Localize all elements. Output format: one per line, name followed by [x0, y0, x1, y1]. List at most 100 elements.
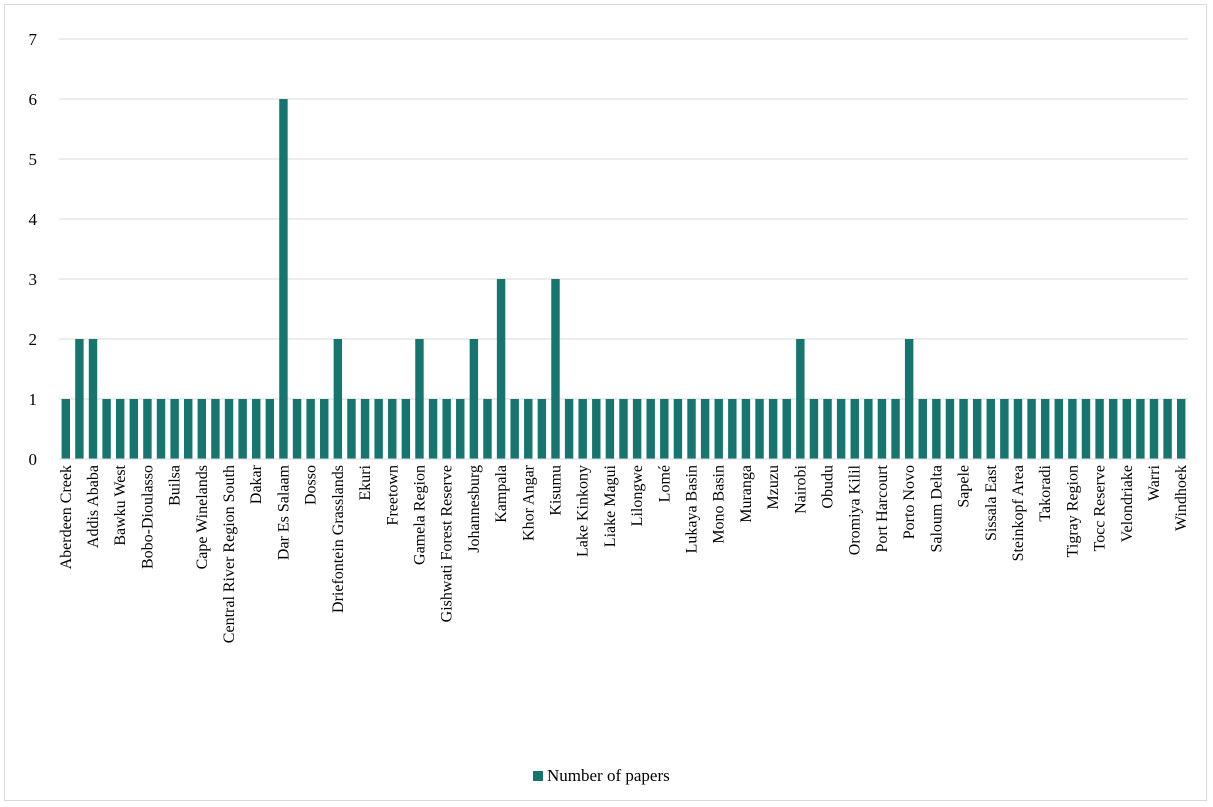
bar: [673, 399, 683, 459]
x-category-label: Aberdeen Creek: [58, 465, 75, 569]
bar: [75, 339, 84, 459]
bar: [252, 399, 261, 459]
bar: [632, 399, 642, 459]
bar: [442, 399, 451, 459]
bar: [768, 399, 778, 459]
legend-label: Number of papers: [547, 766, 670, 785]
bar: [809, 399, 819, 459]
bar: [129, 399, 139, 459]
x-category-label: Dosso: [303, 465, 320, 505]
bar: [700, 399, 710, 459]
x-category-label: Sissala East: [983, 464, 1000, 541]
bar: [496, 279, 506, 459]
y-axis-tick-labels: 0 1 2 3 4 5 6 7: [29, 30, 38, 469]
bar: [537, 399, 547, 459]
y-tick-label: 3: [29, 270, 38, 289]
bar: [238, 399, 247, 459]
bar: [959, 399, 968, 459]
bar: [156, 399, 166, 459]
gridlines: [59, 38, 1188, 400]
bar: [265, 399, 275, 459]
x-category-label: Lukaya Basin: [684, 465, 701, 553]
x-category-label: Kisumu: [547, 465, 564, 516]
bar: [279, 99, 288, 459]
bar: [1054, 399, 1063, 459]
bar: [877, 399, 887, 459]
bar: [578, 399, 587, 459]
bar: [1136, 399, 1145, 459]
x-category-label: Obudu: [820, 465, 837, 509]
bar: [115, 399, 125, 459]
bar: [401, 399, 411, 459]
y-tick-label: 1: [29, 390, 38, 409]
bar: [836, 399, 846, 459]
bar: [170, 399, 179, 459]
bar: [564, 399, 574, 459]
bar: [782, 399, 791, 459]
bar: [428, 399, 438, 459]
bar: [1122, 399, 1132, 459]
x-category-label: Saloum Delta: [928, 465, 945, 553]
bar: [619, 399, 628, 459]
x-category-label: Cape Winelands: [194, 465, 211, 569]
bar: [660, 399, 669, 459]
bar: [1176, 399, 1186, 459]
bar: [1000, 399, 1009, 459]
bar: [88, 339, 98, 459]
bar: [374, 399, 383, 459]
x-category-label: Lomé: [656, 465, 673, 502]
bar: [306, 399, 315, 459]
x-category-label: Velondriake: [1119, 465, 1136, 542]
y-tick-label: 4: [29, 210, 38, 229]
bar: [592, 399, 601, 459]
bar: [333, 339, 343, 459]
bar: [1081, 399, 1091, 459]
x-category-label: Sapele: [956, 465, 973, 508]
x-category-label: Builsa: [167, 465, 184, 506]
bar: [61, 399, 71, 459]
x-category-label: Porto Novo: [901, 465, 918, 539]
y-tick-label: 5: [29, 150, 38, 169]
x-category-label: Steinkopf Area: [1010, 465, 1027, 561]
bar: [456, 399, 465, 459]
y-tick-label: 7: [29, 30, 38, 49]
y-tick-label: 6: [29, 90, 38, 109]
bar: [755, 399, 764, 459]
x-category-label: Oromiya Kilil: [847, 464, 864, 555]
bar: [102, 399, 111, 459]
bar: [605, 399, 615, 459]
bar: [986, 399, 995, 459]
x-axis-category-labels: Aberdeen Creek Addis Ababa Bawku West Bobo-…: [58, 464, 1190, 643]
bar: [850, 399, 859, 459]
bar: [687, 399, 696, 459]
bar: [945, 399, 955, 459]
x-category-label: Dakar: [248, 464, 265, 504]
bar: [904, 339, 914, 459]
x-category-label: Lilongwe: [629, 465, 646, 526]
bar: [646, 399, 655, 459]
bar: [388, 399, 397, 459]
bar: [211, 399, 220, 459]
bar: [469, 339, 479, 459]
x-category-label: Gamela Region: [411, 465, 428, 565]
x-category-label: Driefontein Grasslands: [330, 465, 347, 613]
bar: [524, 399, 533, 459]
x-category-label: Nairobi: [792, 464, 809, 513]
x-category-label: Bawku West: [112, 464, 129, 545]
x-category-label: Khor Angar: [520, 464, 537, 541]
x-category-label: Windhoek: [1173, 465, 1190, 531]
x-category-label: Addis Ababa: [85, 465, 102, 548]
bar-chart: 0 1 2 3 4 5 6 7 Aberdeen Creek Addis Ababa Bawku …: [29, 30, 1191, 785]
x-category-label: Tigray Region: [1064, 465, 1081, 557]
bar: [796, 339, 805, 459]
legend-swatch: [533, 771, 543, 781]
x-category-label: Dar Es Salaam: [275, 464, 292, 560]
bar: [1027, 399, 1036, 459]
x-category-label: Mzuzu: [765, 465, 782, 509]
bar: [1068, 399, 1077, 459]
bar: [415, 339, 424, 459]
x-category-label: Kampala: [493, 465, 510, 523]
x-category-label: Lake Kinkony: [575, 465, 592, 557]
bar: [1040, 399, 1050, 459]
x-category-label: Mono Basin: [711, 465, 728, 544]
